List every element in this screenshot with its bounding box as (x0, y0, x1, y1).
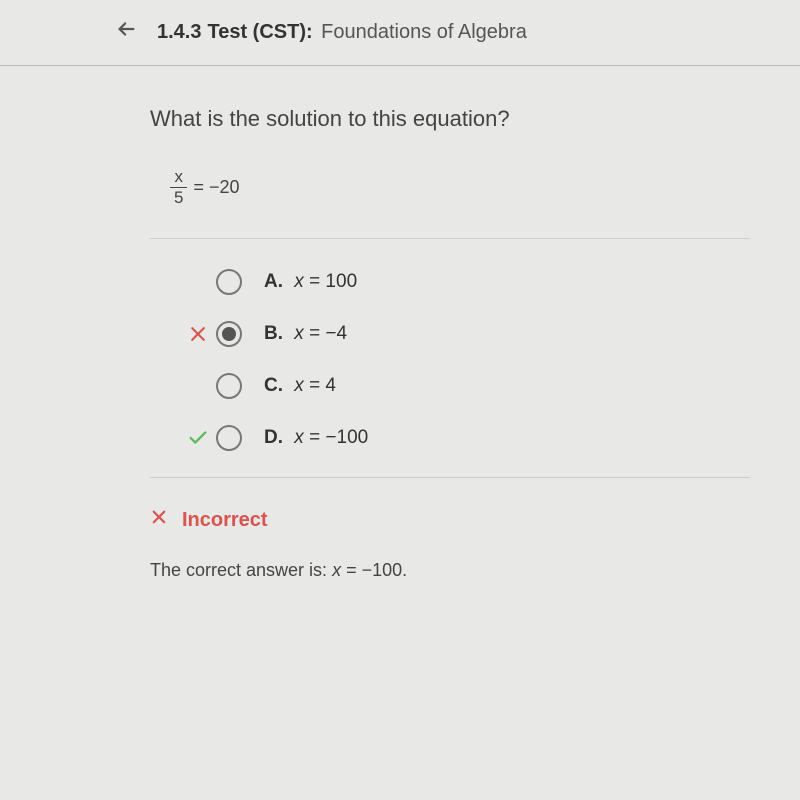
fraction: x 5 (170, 167, 187, 208)
test-title: Foundations of Algebra (321, 21, 527, 44)
test-number: 1.4.3 (157, 21, 201, 44)
question-content: What is the solution to this equation? x… (0, 66, 800, 581)
option-a[interactable]: A. x = 100 (180, 269, 750, 295)
feedback-section: Incorrect The correct answer is: x = −10… (150, 508, 750, 581)
equation: x 5 = −20 (170, 167, 750, 208)
options-list: A. x = 100 B. x = −4 C. (180, 269, 750, 451)
feedback-status: Incorrect (150, 508, 750, 532)
fraction-denominator: 5 (170, 188, 187, 208)
option-b-radio[interactable] (216, 321, 242, 347)
test-label: Test (CST): (207, 21, 312, 44)
option-d-radio[interactable] (216, 425, 242, 451)
option-d-label: D. x = −100 (264, 427, 368, 449)
incorrect-icon (150, 508, 168, 532)
test-header: 1.4.3 Test (CST): Foundations of Algebra (0, 0, 800, 66)
option-a-label: A. x = 100 (264, 271, 357, 293)
option-b-label: B. x = −4 (264, 323, 347, 345)
option-b[interactable]: B. x = −4 (180, 321, 750, 347)
option-c[interactable]: C. x = 4 (180, 373, 750, 399)
correct-answer: The correct answer is: x = −100. (150, 560, 750, 581)
option-b-mark (180, 324, 216, 344)
fraction-numerator: x (170, 167, 187, 188)
feedback-status-text: Incorrect (182, 509, 268, 532)
option-a-radio[interactable] (216, 269, 242, 295)
back-icon[interactable] (115, 18, 137, 47)
equation-rhs: = −20 (193, 177, 239, 198)
divider-top (150, 238, 750, 239)
option-d-mark (180, 427, 216, 449)
question-prompt: What is the solution to this equation? (150, 106, 750, 132)
option-d[interactable]: D. x = −100 (180, 425, 750, 451)
option-c-label: C. x = 4 (264, 375, 336, 397)
divider-bottom (150, 477, 750, 478)
option-c-radio[interactable] (216, 373, 242, 399)
